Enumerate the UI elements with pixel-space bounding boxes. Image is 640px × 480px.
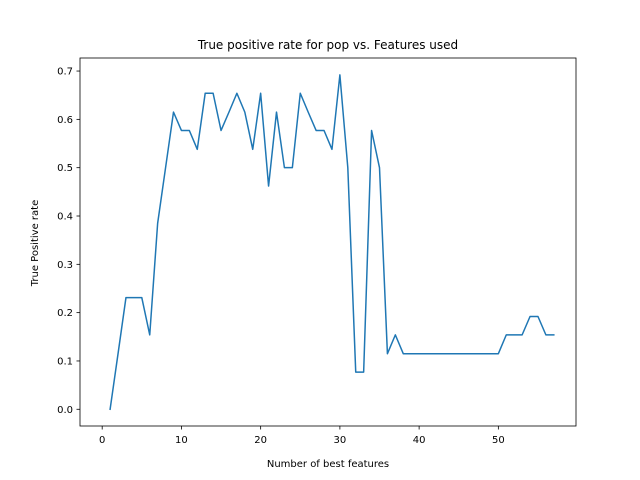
x-tick-label: 40 (413, 435, 426, 446)
y-tick-label: 0.3 (57, 260, 73, 271)
y-tick-label: 0.6 (57, 115, 73, 126)
y-tick-label: 0.5 (57, 163, 73, 174)
y-tick-label: 0.4 (57, 212, 73, 223)
x-tick-label: 30 (334, 435, 347, 446)
x-tick-label: 50 (492, 435, 505, 446)
y-axis: 0.0 0.1 0.2 0.3 0.4 0.5 0.6 0.7 (57, 67, 80, 416)
x-tick-label: 0 (99, 435, 105, 446)
x-axis-label: Number of best features (267, 459, 389, 470)
y-tick-label: 0.1 (57, 356, 73, 367)
y-tick-label: 0.0 (57, 405, 73, 416)
axes-frame (79, 57, 577, 427)
x-tick-label: 10 (175, 435, 188, 446)
x-axis: 0 10 20 30 40 50 (99, 426, 505, 446)
y-tick-label: 0.2 (57, 308, 73, 319)
plot-area (109, 74, 555, 411)
y-tick-label: 0.7 (57, 67, 73, 78)
y-axis-label: True Positive rate (30, 200, 41, 287)
x-tick-label: 20 (254, 435, 267, 446)
chart-title: True positive rate for pop vs. Features … (197, 38, 458, 52)
series-line (109, 74, 555, 411)
